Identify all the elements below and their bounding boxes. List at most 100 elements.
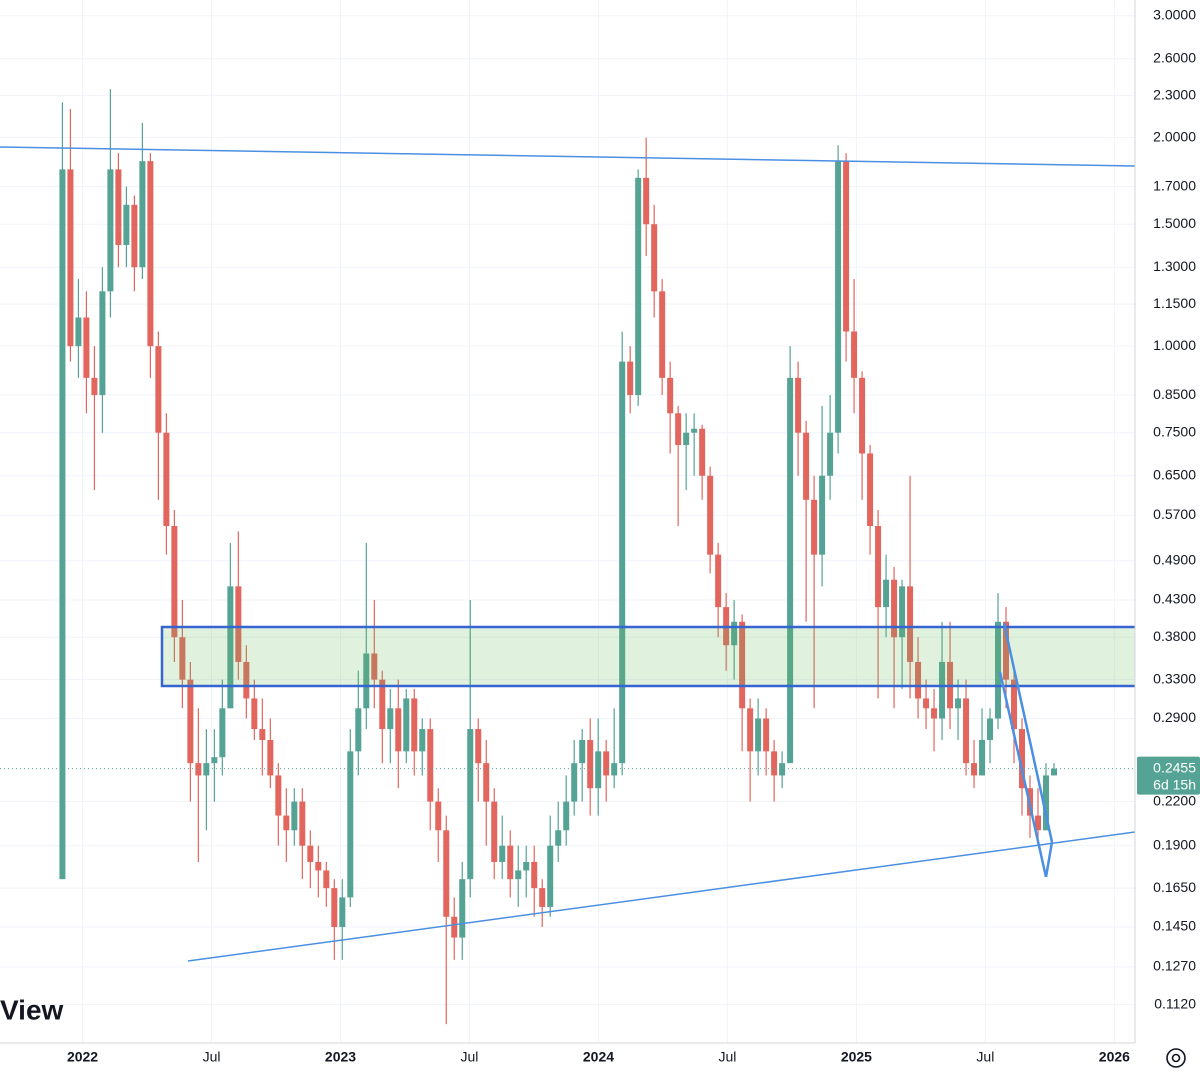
- y-tick-label: 0.2900: [1153, 709, 1196, 725]
- y-tick-label: 0.1650: [1153, 879, 1196, 895]
- candle-body: [923, 698, 930, 709]
- y-tick-label: 0.1900: [1153, 836, 1196, 852]
- candle-body: [611, 763, 618, 776]
- candle-body: [195, 763, 202, 776]
- settings-icon[interactable]: [1166, 1048, 1186, 1068]
- candle-body: [979, 740, 986, 776]
- candle-body: [187, 679, 194, 764]
- candle-body: [403, 698, 410, 752]
- candle-body: [651, 224, 658, 292]
- candle-body: [491, 801, 498, 862]
- y-tick-label: 1.1500: [1153, 295, 1196, 311]
- candle-body: [131, 204, 138, 268]
- candle-body: [819, 475, 826, 555]
- y-tick-label: 0.4900: [1153, 551, 1196, 567]
- candle-body: [371, 653, 378, 680]
- candle-body: [587, 740, 594, 789]
- candle-body: [955, 698, 962, 709]
- candle-body: [579, 740, 586, 764]
- candle-body: [739, 621, 746, 709]
- candle-body: [763, 718, 770, 752]
- candle-body: [627, 361, 634, 396]
- countdown-label: 6d 15h: [1153, 776, 1196, 792]
- candle-body: [275, 775, 282, 816]
- candle-body: [283, 815, 290, 831]
- y-tick-label: 0.5700: [1153, 506, 1196, 522]
- candle-body: [619, 361, 626, 764]
- candle-body: [291, 801, 298, 831]
- candle-body: [595, 751, 602, 789]
- price-axis-panel: [1135, 0, 1200, 1073]
- support-zone: [160, 625, 1135, 688]
- y-tick-label: 0.7500: [1153, 423, 1196, 439]
- candle-body: [299, 801, 306, 846]
- candle-body: [715, 554, 722, 608]
- x-tick-label: 2024: [583, 1049, 614, 1065]
- candle-body: [531, 861, 538, 889]
- candle-body: [875, 525, 882, 608]
- x-tick-label: 2026: [1099, 1049, 1130, 1065]
- candle-body: [179, 637, 186, 680]
- candle-body: [747, 708, 754, 752]
- y-tick-label: 2.6000: [1153, 49, 1196, 65]
- candle-body: [427, 729, 434, 802]
- candle-body: [779, 763, 786, 776]
- y-tick-label: 0.1120: [1154, 995, 1196, 1011]
- last-price-box: [1137, 756, 1200, 795]
- x-tick-label: Jul: [718, 1049, 736, 1065]
- y-tick-label: 1.5000: [1153, 215, 1196, 231]
- candle-body: [107, 169, 114, 292]
- watermark: View: [0, 994, 64, 1025]
- candle-body: [995, 621, 1002, 719]
- candle-body: [667, 377, 674, 414]
- candle-body: [67, 169, 74, 347]
- candle-body: [355, 708, 362, 752]
- candle-body: [155, 346, 162, 433]
- candle-body: [603, 751, 610, 776]
- y-tick-label: 0.6500: [1153, 466, 1196, 482]
- y-tick-label: 0.3300: [1153, 670, 1196, 686]
- candle-body: [419, 729, 426, 752]
- candle-body: [635, 177, 642, 396]
- candle-body: [563, 801, 570, 831]
- candle-body: [731, 621, 738, 646]
- x-tick-label: 2022: [67, 1049, 98, 1065]
- candle-body: [307, 845, 314, 862]
- candle-body: [395, 708, 402, 752]
- drawings: [0, 146, 1135, 962]
- candle-body: [515, 870, 522, 880]
- candle-body: [851, 331, 858, 378]
- y-tick-label: 0.3800: [1153, 628, 1196, 644]
- candle-body: [771, 751, 778, 776]
- candle-body: [795, 377, 802, 433]
- candle-body: [643, 177, 650, 225]
- y-tick-label: 0.8500: [1153, 386, 1196, 402]
- candle-body: [523, 861, 530, 871]
- x-axis: 2022 Jul 2023 Jul 2024 Jul 2025 Jul 2026: [67, 1049, 1130, 1065]
- candle-body: [339, 897, 346, 927]
- settings-ring: [1166, 1048, 1186, 1068]
- candle-body: [939, 661, 946, 719]
- candle-body: [139, 161, 146, 268]
- candle-body: [1003, 621, 1010, 680]
- x-tick-label: Jul: [976, 1049, 994, 1065]
- candle-body: [859, 377, 866, 454]
- candle-body: [243, 661, 250, 699]
- candle-body: [987, 718, 994, 741]
- candle-body: [75, 317, 82, 347]
- candle-body: [507, 845, 514, 880]
- y-tick-label: 0.2200: [1153, 792, 1196, 808]
- candle-body: [91, 377, 98, 396]
- candle-body: [1051, 768, 1058, 776]
- candle-body: [963, 698, 970, 764]
- candle-body: [571, 763, 578, 802]
- last-price-label: 0.2455: [1153, 759, 1196, 775]
- candle-body: [699, 428, 706, 476]
- candle-body: [827, 432, 834, 476]
- candle-body: [387, 708, 394, 730]
- candle-body: [787, 377, 794, 764]
- candle-body: [83, 317, 90, 378]
- candle-body: [707, 475, 714, 555]
